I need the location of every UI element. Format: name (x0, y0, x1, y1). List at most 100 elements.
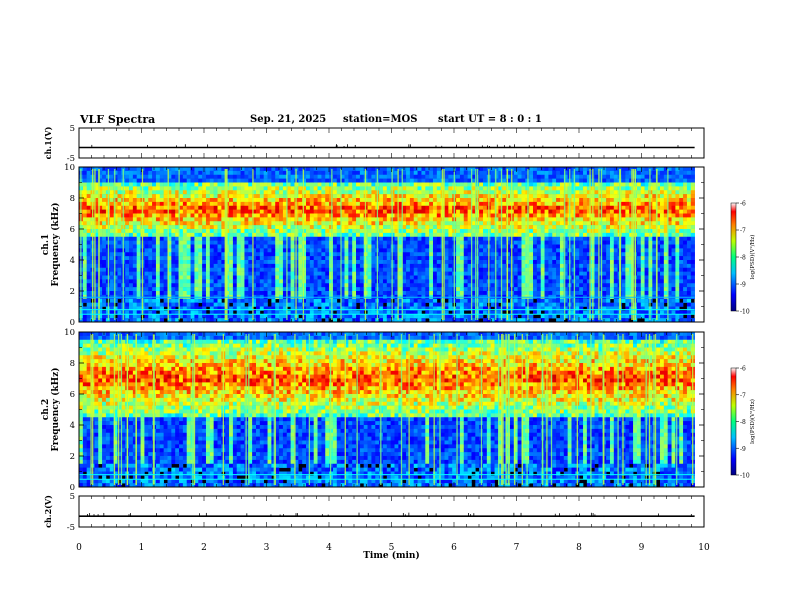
spectrogram-cell (317, 178, 322, 183)
spectrogram-cell (544, 201, 549, 207)
spectrogram-cell (506, 279, 511, 284)
spectrogram-cell (209, 298, 214, 303)
spectrogram-cell (229, 213, 234, 218)
spectrogram-cell (248, 248, 253, 253)
spectrogram-cell (259, 314, 264, 319)
spectrogram-cell (198, 205, 203, 210)
spectrogram-cell (417, 252, 422, 257)
spectrogram-cell (259, 167, 264, 172)
spectrogram-cell (171, 244, 176, 249)
spectrogram-cell (513, 310, 518, 315)
spectrogram-cell (317, 283, 322, 288)
spectrogram-cell (459, 310, 465, 315)
spectrogram-cell (479, 302, 484, 307)
spectrogram-cell (167, 267, 172, 272)
spectrogram-cell (502, 263, 507, 269)
spectrogram-cell (456, 310, 461, 315)
spectrogram-cell (286, 174, 291, 179)
spectrogram-cell (502, 232, 507, 238)
spectrogram-cell (348, 190, 353, 195)
spectrogram-cell (109, 267, 114, 272)
spectrogram-cell (367, 271, 372, 276)
spectrogram-cell (382, 256, 388, 261)
spectrogram-cell (248, 170, 253, 176)
spectrogram-cell (125, 267, 130, 272)
spectrogram-cell (248, 217, 253, 222)
spectrogram-cell (275, 318, 280, 323)
spectrogram-cell (386, 291, 391, 296)
spectrogram-cell (209, 252, 214, 257)
spectrogram-cell (348, 225, 353, 230)
spectrogram-cell (209, 263, 214, 269)
spectrogram-cell (198, 170, 203, 176)
spectrogram-cell (302, 244, 307, 249)
spectrogram-cell (309, 252, 315, 257)
spectrogram-cell (329, 271, 334, 276)
spectrogram-cell (436, 240, 441, 245)
spectrogram-cell (255, 221, 261, 226)
spectrogram-cell (167, 283, 172, 288)
spectrogram-cell (217, 236, 222, 241)
spectrogram-cell (436, 283, 441, 288)
spectrogram-cell (479, 263, 484, 269)
spectrogram-cell (175, 252, 180, 257)
spectrogram-cell (186, 260, 191, 265)
spectrogram-cell (302, 174, 307, 179)
spectrogram-cell (336, 213, 341, 218)
spectrogram-cell (271, 263, 276, 269)
spectrogram-cell (309, 198, 315, 203)
spectrogram-cell (152, 298, 157, 303)
spectrogram-cell (367, 167, 372, 172)
spectrogram-cell (179, 198, 184, 203)
spectrogram-cell (536, 291, 542, 296)
spectrogram-cell (298, 198, 303, 203)
spectrogram-cell (340, 267, 345, 272)
spectrogram-cell (244, 232, 249, 238)
spectrogram-cell (117, 287, 122, 292)
spectrogram-cell (98, 217, 103, 222)
spectrogram-cell (459, 318, 465, 323)
spectrogram-cell (163, 217, 168, 222)
spectrogram-cell (371, 314, 376, 319)
spectrogram-cell (213, 252, 218, 257)
spectrogram-cell (417, 209, 422, 214)
spectrogram-cell (352, 174, 357, 179)
spectrogram-cell (429, 213, 434, 218)
spectrogram-cell (306, 221, 311, 226)
spectrogram-cell (544, 209, 549, 214)
spectrogram-cell (279, 229, 284, 234)
spectrogram-cell (517, 252, 522, 257)
spectrogram-cell (533, 244, 538, 249)
spectrogram-cell (344, 314, 349, 319)
spectrogram-cell (533, 287, 538, 292)
spectrogram-cell (382, 174, 388, 179)
spectrogram-cell (306, 279, 311, 284)
spectrogram-cell (432, 240, 438, 245)
spectrogram-cell (471, 287, 476, 292)
spectrogram-cell (463, 205, 468, 210)
spectrogram-cell (125, 240, 130, 245)
spectrogram-cell (213, 260, 218, 265)
spectrogram-cell (529, 283, 534, 288)
spectrogram-cell (129, 236, 134, 241)
spectrogram-cell (229, 209, 234, 214)
spectrogram-cell (521, 229, 526, 234)
spectrogram-cell (275, 263, 280, 269)
spectrogram-cell (406, 194, 411, 199)
spectrogram-cell (336, 170, 341, 176)
spectrogram-cell (513, 306, 518, 311)
spectrogram-cell (190, 174, 195, 179)
spectrogram-cell (429, 287, 434, 292)
spectrogram-cell (275, 252, 280, 257)
spectrogram-cell (444, 229, 449, 234)
spectrogram-cell (444, 248, 449, 253)
spectrogram-cell (98, 213, 103, 218)
spectrogram-cell (386, 194, 391, 199)
spectrogram-cell (198, 229, 203, 234)
spectrogram-cell (471, 190, 476, 195)
spectrogram-cell (217, 271, 222, 276)
spectrogram-cell (379, 302, 384, 307)
spectrogram-cell (186, 298, 191, 303)
spectrogram-cell (175, 318, 180, 323)
spectrogram-cell (459, 283, 465, 288)
